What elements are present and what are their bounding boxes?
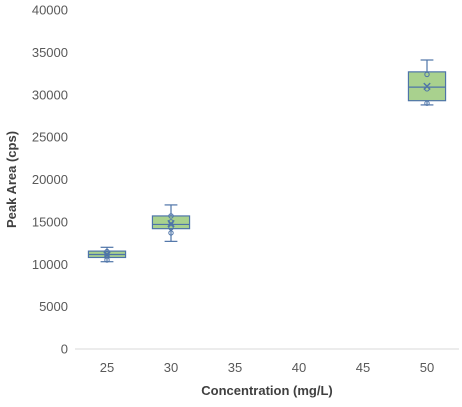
y-tick-label: 10000 — [32, 257, 68, 272]
x-axis-ticks: 25 30 35 40 45 50 — [100, 360, 434, 375]
y-axis-ticks: 0 5000 10000 15000 20000 25000 30000 35000 40000 — [32, 3, 68, 357]
y-tick-label: 20000 — [32, 172, 68, 187]
x-tick-label: 45 — [356, 360, 370, 375]
data-point — [168, 230, 174, 236]
data-point — [104, 251, 110, 257]
data-point — [104, 248, 110, 255]
x-tick-label: 50 — [420, 360, 434, 375]
x-axis-title: Concentration (mg/L) — [201, 383, 332, 398]
mean-marker — [167, 219, 175, 228]
box-30 — [151, 204, 191, 242]
x-tick-label: 40 — [292, 360, 306, 375]
y-tick-label: 15000 — [32, 214, 68, 229]
box-50 — [407, 59, 447, 106]
y-tick-label: 30000 — [32, 87, 68, 102]
mean-marker — [423, 82, 431, 90]
y-tick-label: 5000 — [39, 299, 68, 314]
iqr-box — [151, 215, 191, 230]
x-tick-label: 35 — [228, 360, 242, 375]
y-axis-title: Peak Area (cps) — [4, 131, 19, 228]
box-series — [87, 59, 447, 263]
data-point — [168, 213, 174, 219]
x-tick-label: 25 — [100, 360, 114, 375]
data-point — [424, 71, 430, 78]
data-point — [168, 225, 174, 231]
y-tick-label: 25000 — [32, 130, 68, 145]
y-tick-label: 35000 — [32, 45, 68, 60]
x-tick-label: 30 — [164, 360, 178, 375]
mean-marker — [103, 251, 111, 259]
y-tick-label: 0 — [61, 342, 68, 357]
y-tick-label: 40000 — [32, 3, 68, 18]
box-25 — [87, 246, 127, 263]
data-point — [424, 100, 430, 106]
